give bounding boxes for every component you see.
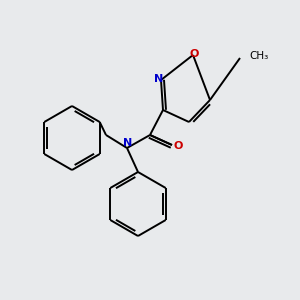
Text: N: N [154, 74, 164, 84]
Text: O: O [173, 141, 183, 151]
Text: CH₃: CH₃ [249, 51, 268, 61]
Text: N: N [123, 138, 133, 148]
Text: O: O [189, 49, 199, 59]
